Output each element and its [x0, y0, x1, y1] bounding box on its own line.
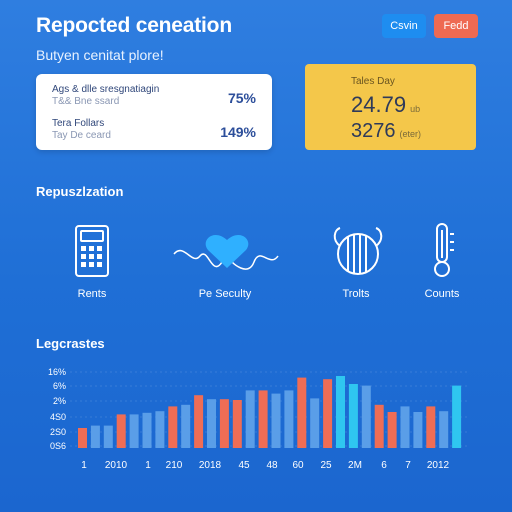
fedd-button[interactable]: Fedd [434, 14, 478, 38]
x-tick-label: 2018 [199, 460, 222, 471]
bar [155, 411, 165, 448]
bar [297, 377, 307, 448]
bar [323, 379, 333, 448]
highlight-value-primary: 24.79 ub [351, 92, 421, 117]
x-tick-label: 2010 [105, 460, 128, 471]
page-subtitle: Butyen cenitat plore! [36, 47, 164, 63]
bar [336, 376, 345, 448]
summary-row-sublabel: T&& Bne ssard [52, 96, 120, 107]
page-title: Repocted ceneation [36, 14, 232, 37]
y-tick-label: 16% [48, 367, 66, 377]
bar [271, 393, 281, 448]
summary-card: Ags & dlle sresgnatiagin T&& Bne ssard 7… [36, 74, 272, 150]
y-tick-label: 2S0 [50, 427, 66, 437]
summary-row-label: Ags & dlle sresgnatiagin [52, 84, 160, 95]
y-tick-label: 4S0 [50, 412, 66, 422]
summary-row-label: Tera Follars [52, 118, 105, 129]
bar [426, 406, 436, 448]
calculator-icon[interactable] [42, 222, 142, 282]
summary-row-sublabel: Tay De ceard [52, 130, 111, 141]
x-tick-label: 2012 [427, 460, 450, 471]
bar [103, 425, 113, 448]
bar [78, 428, 87, 448]
bar [400, 406, 410, 448]
bar [90, 425, 100, 448]
csvin-button[interactable]: Csvin [382, 14, 426, 38]
thermometer-icon[interactable] [392, 222, 492, 282]
x-tick-label: 7 [405, 460, 411, 471]
x-tick-label: 6 [381, 460, 387, 471]
summary-row: Ags & dlle sresgnatiagin T&& Bne ssard 7… [52, 84, 256, 114]
section-title-legcrastes: Legcrastes [36, 336, 105, 351]
bar [207, 399, 216, 448]
bar [361, 385, 371, 448]
bar [284, 390, 294, 448]
bar [310, 398, 320, 448]
x-tick-label: 60 [292, 460, 304, 471]
bar [219, 399, 229, 448]
highlight-card: Tales Day 24.79 ub 3276 (eter) [305, 64, 476, 150]
yarn-ball-icon[interactable] [308, 222, 408, 282]
bar [374, 404, 384, 448]
bar [168, 406, 178, 448]
bar [232, 400, 242, 448]
x-tick-label: 2M [348, 460, 362, 471]
bar [387, 412, 397, 448]
x-tick-label: 45 [238, 460, 250, 471]
highlight-label: Tales Day [351, 76, 395, 87]
x-tick-label: 25 [320, 460, 332, 471]
x-tick-label: 210 [166, 460, 183, 471]
item-label-trolts: Trolts [342, 288, 370, 300]
item-label-rents: Rents [77, 288, 107, 300]
bar [439, 411, 449, 448]
item-label-security: Pe Seculty [198, 288, 252, 300]
x-tick-label: 1 [145, 460, 151, 471]
summary-row-value: 75% [227, 90, 256, 106]
summary-row-value: 149% [220, 124, 256, 140]
bar [413, 412, 423, 448]
x-tick-label: 1 [81, 460, 87, 471]
x-tick-label: 48 [266, 460, 278, 471]
bar [245, 390, 255, 448]
bar [129, 414, 139, 448]
heart-icon[interactable] [172, 222, 279, 282]
bar [181, 404, 191, 448]
summary-row: Tera Follars Tay De ceard 149% [52, 118, 256, 148]
y-tick-label: 0S6 [50, 441, 66, 451]
section-title-repuszlzation: Repuszlzation [36, 184, 124, 199]
highlight-value-secondary: 3276 (eter) [351, 120, 422, 142]
item-label-counts: Counts [424, 288, 460, 300]
bar [452, 385, 462, 448]
bar [116, 414, 126, 448]
bar [194, 395, 204, 448]
y-tick-label: 6% [53, 381, 66, 391]
y-tick-label: 2% [53, 396, 66, 406]
bar [258, 390, 268, 448]
bar [348, 384, 358, 448]
bar-chart: 16% 6% 2% 4S0 2S0 0S6 1 2010 1 210 2018 45 48 60 25 2M 6… [48, 367, 470, 471]
bar [142, 412, 152, 448]
